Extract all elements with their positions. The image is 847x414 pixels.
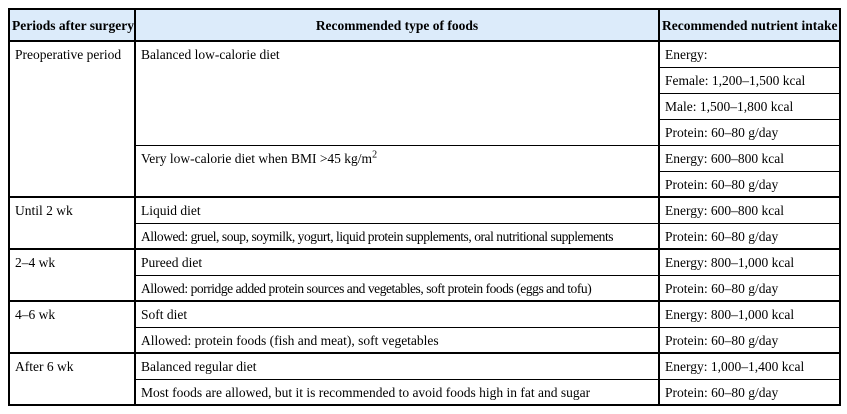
- nutrient-cell: Energy:: [658, 40, 841, 68]
- col-header-foods: Recommended type of foods: [134, 8, 660, 42]
- nutrient-cell: Protein: 60–80 g/day: [658, 118, 841, 146]
- food-cell: Balanced low-calorie diet: [134, 40, 660, 146]
- col-header-nutrients: Recommended nutrient intake: [658, 8, 841, 42]
- nutrient-cell: Protein: 60–80 g/day: [658, 274, 841, 302]
- nutrient-cell: Energy: 800–1,000 kcal: [658, 248, 841, 276]
- table-row: Female: 1,200–1,500 kcal: [9, 66, 841, 94]
- nutrient-cell: Energy: 1,000–1,400 kcal: [658, 352, 841, 380]
- table-row: Preoperative period Balanced low-calorie…: [8, 40, 841, 198]
- nutrient-cell: Protein: 60–80 g/day: [658, 378, 841, 406]
- nutrient-cell: Protein: 60–80 g/day: [658, 170, 841, 198]
- food-cell: Allowed: protein foods (fish and meat), …: [134, 326, 660, 354]
- food-cell: Soft diet: [134, 300, 660, 328]
- food-cell: Liquid diet: [134, 196, 660, 224]
- nutrient-cell: Protein: 60–80 g/day: [658, 326, 841, 354]
- table-row: Protein: 60–80 g/day: [9, 170, 841, 198]
- nutrient-cell: Energy: 600–800 kcal: [658, 196, 841, 224]
- food-cell: Pureed diet: [134, 248, 660, 276]
- header-row: Periods after surgery Recommended type o…: [8, 8, 841, 42]
- table-row: After 6 wk Balanced regular diet Energy:…: [8, 352, 841, 406]
- food-cell: Very low-calorie diet when BMI >45 kg/m2: [134, 144, 660, 198]
- table-row: Male: 1,500–1,800 kcal: [9, 92, 841, 120]
- col-header-periods: Periods after surgery: [8, 8, 136, 42]
- food-cell: Most foods are allowed, but it is recomm…: [134, 378, 660, 406]
- nutrient-cell: Female: 1,200–1,500 kcal: [658, 66, 841, 94]
- table-row: 2–4 wk Pureed diet Energy: 800–1,000 kca…: [8, 248, 841, 302]
- nutrient-cell: Energy: 600–800 kcal: [658, 144, 841, 172]
- nutrition-table: Periods after surgery Recommended type o…: [8, 8, 841, 406]
- food-label: Allowed: gruel, soup, soymilk, yogurt, l…: [141, 228, 614, 244]
- table-row: Until 2 wk Liquid diet Energy: 600–800 k…: [8, 196, 841, 250]
- food-cell: Allowed: gruel, soup, soymilk, yogurt, l…: [134, 222, 660, 250]
- period-cell: 2–4 wk: [8, 248, 136, 302]
- table-row: Allowed: porridge added protein sources …: [9, 274, 841, 302]
- table-row: Most foods are allowed, but it is recomm…: [9, 378, 841, 406]
- period-cell: Preoperative period: [8, 40, 136, 198]
- superscript: 2: [372, 149, 378, 160]
- nutrient-cell: Protein: 60–80 g/day: [658, 222, 841, 250]
- table-row: Very low-calorie diet when BMI >45 kg/m2…: [9, 144, 841, 198]
- nutrient-cell: Male: 1,500–1,800 kcal: [658, 92, 841, 120]
- table-row: Allowed: gruel, soup, soymilk, yogurt, l…: [9, 222, 841, 250]
- food-cell: Balanced regular diet: [134, 352, 660, 380]
- nutrient-cell: Energy: 800–1,000 kcal: [658, 300, 841, 328]
- food-label: Very low-calorie diet when BMI >45 kg/m: [141, 150, 373, 166]
- food-label: Allowed: porridge added protein sources …: [141, 280, 592, 296]
- period-cell: 4–6 wk: [8, 300, 136, 354]
- period-cell: Until 2 wk: [8, 196, 136, 250]
- food-cell: Allowed: porridge added protein sources …: [134, 274, 660, 302]
- table-row: 4–6 wk Soft diet Energy: 800–1,000 kcal: [8, 300, 841, 354]
- period-cell: After 6 wk: [8, 352, 136, 406]
